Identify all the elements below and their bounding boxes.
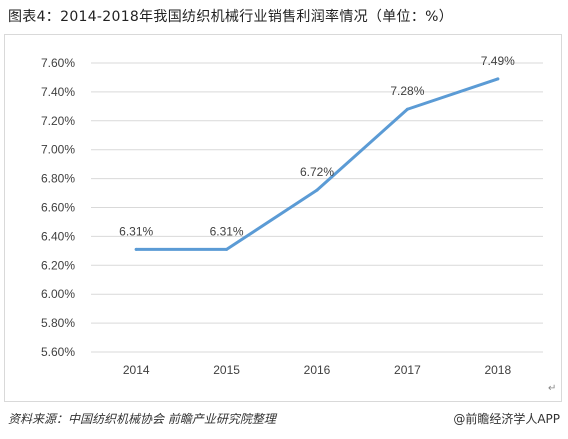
data-label: 6.31%: [119, 224, 153, 238]
data-point: [405, 107, 409, 111]
x-tick-label: 2015: [213, 363, 240, 377]
watermark-credit: @前瞻经济学人APP: [453, 410, 560, 427]
line-chart: 5.60% 5.80% 6.00% 6.20% 6.40% 6.60% 6.80% 7.00%…: [41, 54, 543, 377]
data-label: 7.28%: [390, 84, 424, 98]
source-note: 资料来源：中国纺织机械协会 前瞻产业研究院整理: [8, 412, 276, 426]
y-tick-label: 6.60%: [41, 201, 75, 215]
data-point: [134, 247, 138, 251]
chart-title: 图表4：2014-2018年我国纺织机械行业销售利润率情况（单位：%）: [8, 9, 454, 25]
data-label: 6.31%: [210, 224, 244, 238]
data-label: 6.72%: [300, 165, 334, 179]
y-tick-label: 7.00%: [41, 143, 75, 157]
x-tick-label: 2017: [394, 363, 421, 377]
y-tick-label: 7.20%: [41, 114, 75, 128]
series-line: [134, 77, 500, 251]
credit-text: @前瞻经济学人APP: [453, 412, 560, 426]
return-icon: ↵: [548, 383, 557, 394]
y-tick-label: 7.60%: [41, 56, 75, 70]
y-tick-label: 7.40%: [41, 85, 75, 99]
data-point: [225, 247, 229, 251]
y-tick-label: 6.20%: [41, 258, 75, 272]
y-tick-label: 5.60%: [41, 345, 75, 359]
x-tick-label: 2018: [484, 363, 511, 377]
chart-area: 5.60% 5.80% 6.00% 6.20% 6.40% 6.60% 6.80% 7.00%…: [4, 34, 562, 402]
y-tick-label: 6.80%: [41, 172, 75, 186]
y-tick-label: 6.00%: [41, 287, 75, 301]
x-tick-label: 2016: [304, 363, 331, 377]
data-label: 7.49%: [481, 54, 515, 68]
y-tick-label: 5.80%: [41, 316, 75, 330]
y-tick-label: 6.40%: [41, 229, 75, 243]
data-point: [496, 77, 500, 81]
x-tick-label: 2014: [123, 363, 150, 377]
data-point: [315, 188, 319, 192]
